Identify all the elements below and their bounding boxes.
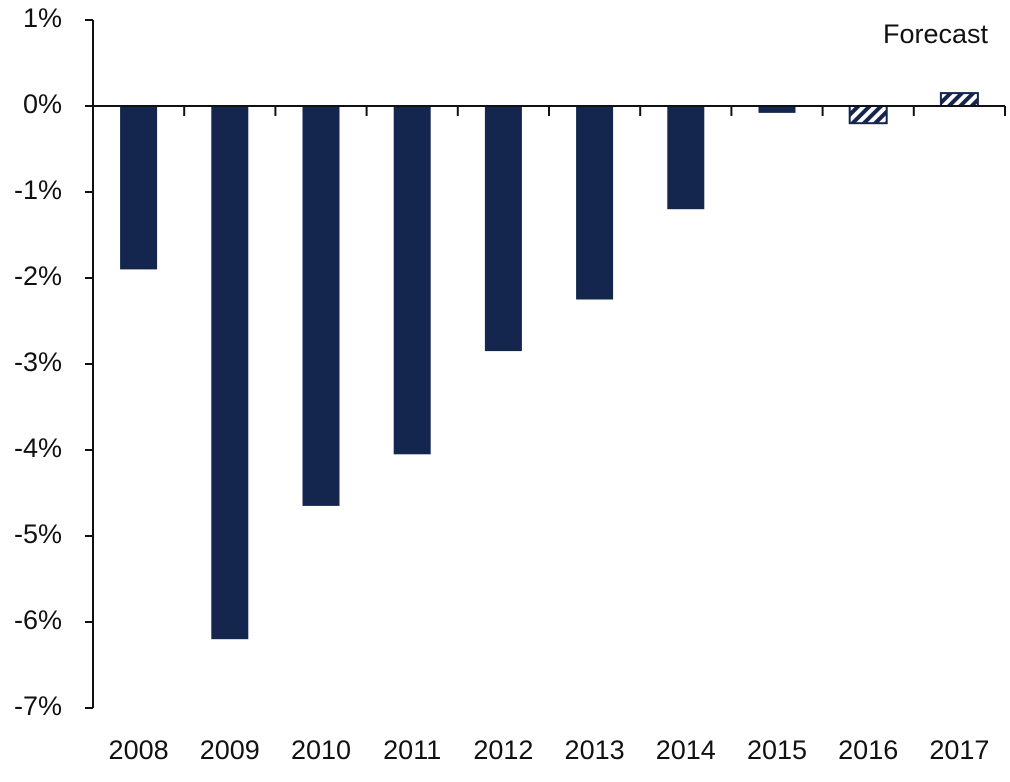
x-tick-label: 2009 [200, 735, 260, 765]
x-tick-label: 2010 [291, 735, 351, 765]
x-tick-label: 2017 [929, 735, 989, 765]
x-tick-label: 2016 [838, 735, 898, 765]
y-tick-label: -4% [14, 433, 62, 463]
y-tick-label: -5% [14, 519, 62, 549]
x-tick-label: 2011 [383, 735, 441, 765]
x-tick-label: 2013 [565, 735, 625, 765]
bar [484, 106, 522, 352]
bar [393, 106, 431, 455]
y-tick-label: -6% [14, 605, 62, 635]
bar [120, 106, 158, 270]
bar [211, 106, 249, 640]
annotation: Forecast [883, 19, 989, 49]
bar [758, 106, 796, 113]
y-tick-label: -1% [14, 175, 62, 205]
y-tick-label: 0% [23, 89, 62, 119]
y-tick-label: -3% [14, 347, 62, 377]
x-tick-label: 2012 [473, 735, 533, 765]
bar [939, 92, 979, 107]
bar [848, 105, 888, 125]
x-tick-label: 2015 [747, 735, 807, 765]
bar [667, 106, 705, 210]
y-tick-label: 1% [23, 3, 62, 33]
x-tick-label: 2014 [656, 735, 716, 765]
x-tick-label: 2008 [109, 735, 169, 765]
bar [302, 106, 340, 506]
y-tick-label: -2% [14, 261, 62, 291]
bar [576, 106, 614, 300]
y-tick-label: -7% [14, 691, 62, 721]
